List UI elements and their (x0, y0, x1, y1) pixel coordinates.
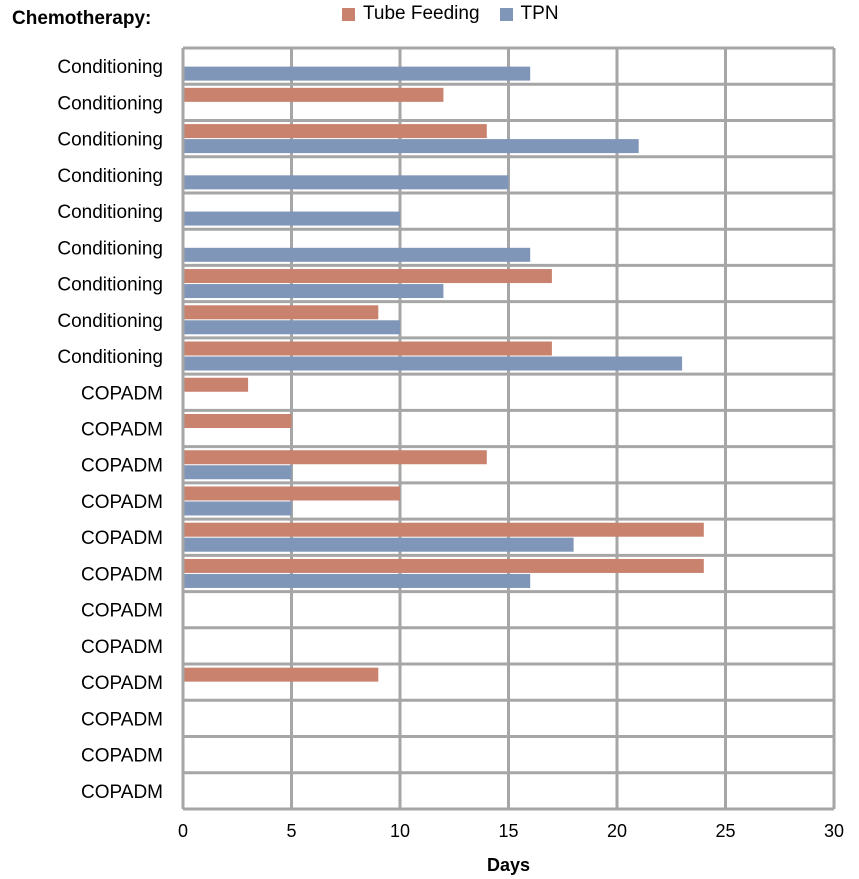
category-label: Conditioning (57, 275, 163, 296)
legend-swatch-tpn (499, 7, 513, 21)
category-label: COPADM (81, 528, 163, 549)
category-label: COPADM (81, 383, 163, 404)
bar-tube-feeding (184, 486, 400, 501)
bar-tpn (184, 537, 574, 552)
bar-tpn (184, 175, 509, 190)
category-label: COPADM (81, 673, 163, 694)
x-tick-label: 30 (824, 821, 844, 841)
category-label: Conditioning (57, 57, 163, 78)
bar-tpn (184, 284, 444, 299)
bar-tube-feeding (184, 377, 249, 392)
bar-tube-feeding (184, 667, 379, 682)
bar-tube-feeding (184, 305, 379, 320)
category-label: COPADM (81, 456, 163, 477)
legend-item-tpn: TPN (499, 3, 559, 25)
bar-tpn (184, 501, 292, 516)
bar-tube-feeding (184, 124, 487, 139)
category-label: Conditioning (57, 202, 163, 223)
bar-tpn (184, 573, 531, 588)
bar-tube-feeding (184, 341, 552, 356)
x-tick-label: 10 (390, 821, 410, 841)
legend-label-tpn: TPN (520, 3, 559, 24)
category-label: COPADM (81, 601, 163, 622)
bar-tpn (184, 139, 639, 154)
bar-tube-feeding (184, 87, 444, 102)
legend-label-tube-feeding: Tube Feeding (363, 3, 480, 24)
category-label: Conditioning (57, 347, 163, 368)
bar-tpn (184, 66, 531, 81)
category-label: Conditioning (57, 311, 163, 332)
bar-tpn (184, 320, 400, 335)
category-label: Conditioning (57, 130, 163, 151)
category-label: COPADM (81, 420, 163, 441)
x-tick-label: 25 (715, 821, 735, 841)
category-label: COPADM (81, 637, 163, 658)
chart-header-label: Chemotherapy: (12, 8, 152, 29)
bar-tube-feeding (184, 522, 704, 537)
bar-tube-feeding (184, 414, 292, 428)
bar-tube-feeding (184, 558, 704, 573)
bar-tpn (184, 356, 683, 371)
category-label: Conditioning (57, 238, 163, 259)
legend: Tube Feeding TPN (342, 3, 579, 25)
category-label: Conditioning (57, 93, 163, 114)
bar-tpn (184, 465, 292, 480)
category-label: COPADM (81, 492, 163, 513)
x-tick-label: 0 (178, 821, 188, 841)
x-tick-label: 15 (498, 821, 518, 841)
bar-tube-feeding (184, 269, 552, 284)
category-label: Conditioning (57, 166, 163, 187)
bar-tpn (184, 211, 400, 226)
x-axis-title: Days (486, 855, 531, 875)
category-label: COPADM (81, 709, 163, 730)
legend-item-tube-feeding: Tube Feeding (342, 3, 480, 25)
legend-swatch-tube-feeding (342, 7, 355, 21)
category-label: COPADM (81, 564, 163, 585)
category-label: COPADM (81, 782, 163, 803)
bar-tpn (184, 247, 531, 262)
bar-tube-feeding (184, 450, 487, 465)
x-tick-label: 20 (607, 821, 627, 841)
x-tick-label: 5 (286, 821, 296, 841)
category-label: COPADM (81, 746, 163, 767)
